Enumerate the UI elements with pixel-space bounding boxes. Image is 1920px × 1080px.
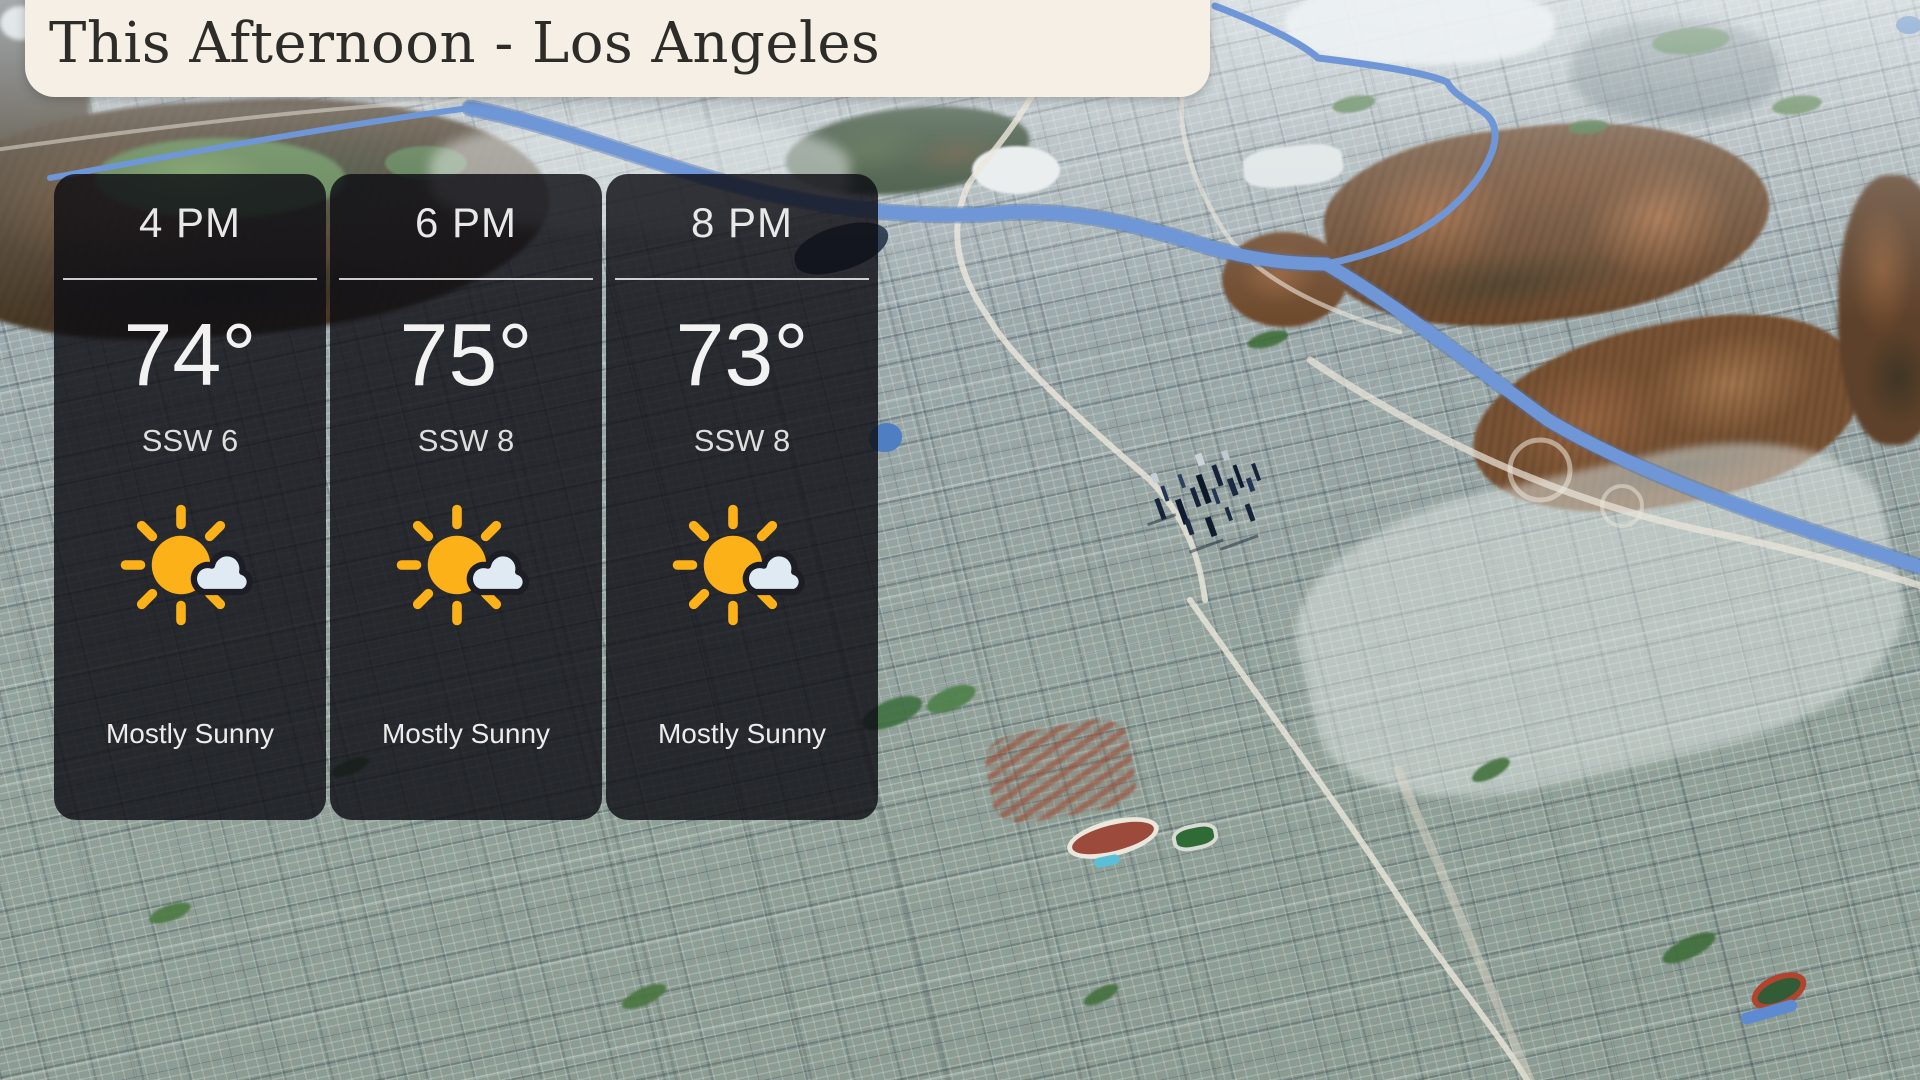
condition-label: Mostly Sunny: [105, 718, 275, 749]
divider: [615, 278, 869, 280]
forecast-time: 8 PM: [690, 199, 794, 246]
temperature: 74°: [123, 305, 257, 404]
downtown-buildings: [1147, 449, 1262, 554]
divider: [63, 278, 317, 280]
page-title: This Afternoon - Los Angeles: [49, 11, 881, 76]
forecast-card-6pm: 6 PM 75° SSW 8 Mostly Sunny: [330, 174, 602, 820]
forecast-card-4pm: 4 PM 74° SSW 6 Mostly Sunny: [54, 174, 326, 820]
condition-label: Mostly Sunny: [657, 718, 827, 749]
forecast-time: 4 PM: [138, 199, 242, 246]
sun-behind-cloud-icon: [391, 490, 541, 640]
forecast-time: 6 PM: [414, 199, 518, 246]
wind-speed: SSW 8: [417, 423, 515, 458]
temperature: 73°: [675, 305, 809, 404]
title-banner: This Afternoon - Los Angeles: [25, 0, 1210, 97]
forecast-card-8pm: 8 PM 73° SSW 8 Mostly Sunny: [606, 174, 878, 820]
wind-speed: SSW 8: [693, 423, 791, 458]
condition-label: Mostly Sunny: [381, 718, 551, 749]
forecast-cards: 4 PM 74° SSW 6 Mostly Sunny 6: [54, 174, 878, 820]
wind-speed: SSW 6: [141, 423, 239, 458]
divider: [339, 278, 593, 280]
sun-behind-cloud-icon: [667, 490, 817, 640]
sun-behind-cloud-icon: [115, 490, 265, 640]
temperature: 75°: [399, 305, 533, 404]
